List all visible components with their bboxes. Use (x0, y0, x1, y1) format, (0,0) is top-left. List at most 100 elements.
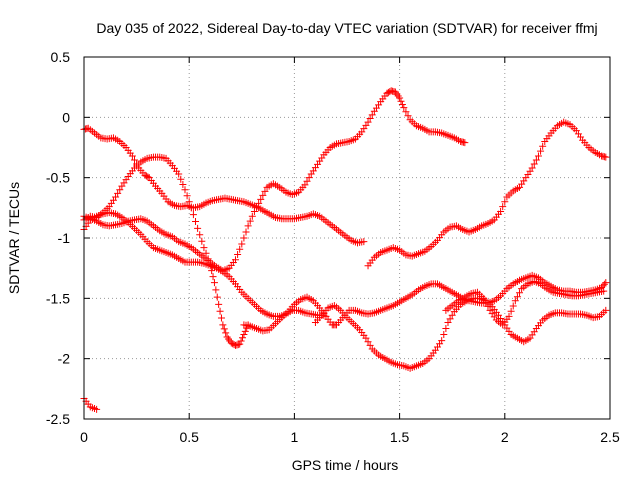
data-point (222, 329, 230, 337)
y-tick-label: -2.5 (46, 411, 70, 427)
y-tick-label: -0.5 (46, 170, 70, 186)
data-point (112, 193, 120, 201)
data-point (368, 111, 376, 119)
axis-ticks (83, 56, 611, 420)
data-point (511, 297, 519, 305)
data-marks (80, 87, 610, 413)
data-point (528, 164, 536, 172)
data-point (116, 186, 124, 194)
data-point (402, 108, 410, 116)
data-point (505, 312, 513, 320)
data-point (93, 405, 101, 413)
y-tick-label: 0 (62, 109, 70, 125)
data-point (250, 207, 258, 215)
data-point (219, 321, 227, 329)
data-point (177, 175, 185, 183)
data-point (366, 115, 374, 123)
data-point (242, 228, 250, 236)
data-point (215, 300, 223, 308)
data-point (513, 293, 521, 301)
data-point (484, 302, 492, 310)
y-tick-label: -1 (58, 230, 71, 246)
data-point (448, 311, 456, 319)
data-point (240, 234, 248, 242)
data-point (480, 294, 488, 302)
data-point (438, 337, 446, 345)
x-tick-label: 1.5 (390, 429, 410, 445)
y-axis-label: SDTVAR / TECUs (6, 182, 22, 294)
data-point (259, 191, 267, 199)
data-point (212, 286, 220, 294)
data-point (181, 186, 189, 194)
data-point (501, 198, 509, 206)
data-point (539, 142, 547, 150)
y-tick-label: 0.5 (51, 49, 71, 65)
x-tick-label: 0 (80, 429, 88, 445)
x-tick-label: 1 (291, 429, 299, 445)
data-point (404, 112, 412, 120)
data-point (189, 211, 197, 219)
data-series-9 (442, 277, 608, 329)
data-point (246, 217, 254, 225)
data-point (244, 222, 252, 230)
data-point (216, 307, 224, 315)
y-tick-label: -2 (58, 351, 71, 367)
data-point (239, 334, 247, 342)
data-point (600, 280, 608, 288)
data-point (602, 279, 610, 287)
data-point (185, 198, 193, 206)
data-point (213, 293, 221, 301)
data-point (602, 306, 610, 314)
data-point (114, 189, 122, 197)
data-point (237, 337, 245, 345)
data-point (196, 231, 204, 239)
data-point (400, 104, 408, 112)
data-point (240, 331, 248, 339)
data-point (255, 199, 263, 207)
data-point (128, 152, 136, 160)
data-point (236, 340, 244, 348)
x-tick-labels: 0 0.5 1 1.5 2 2.5 (80, 429, 620, 445)
data-series-8 (364, 118, 610, 270)
data-point (144, 173, 152, 181)
data-point (248, 212, 256, 220)
data-point (440, 331, 448, 339)
data-point (516, 289, 524, 297)
data-point (253, 203, 261, 211)
data-point (234, 250, 242, 258)
x-tick-label: 2 (501, 429, 509, 445)
data-point (442, 325, 450, 332)
x-tick-label: 2.5 (600, 429, 620, 445)
data-point (210, 279, 218, 287)
data-point (231, 256, 239, 264)
data-point (303, 177, 311, 185)
data-point (364, 338, 372, 346)
data-point (217, 314, 225, 322)
data-point (192, 218, 200, 226)
data-point (461, 139, 469, 147)
data-point (130, 156, 138, 164)
data-point (482, 298, 490, 306)
data-point (534, 152, 542, 160)
data-point (187, 204, 195, 212)
data-point (200, 244, 208, 252)
data-point (360, 238, 368, 246)
data-point (397, 97, 405, 105)
data-point (257, 195, 265, 203)
data-point (532, 156, 540, 164)
data-series-1 (80, 124, 368, 247)
data-point (364, 118, 372, 126)
data-point (179, 181, 187, 189)
data-point (209, 273, 217, 281)
data-point (238, 240, 246, 248)
data-point (198, 237, 206, 245)
data-point (530, 160, 538, 168)
data-point (446, 315, 454, 323)
data-point (301, 181, 309, 189)
data-point (600, 287, 608, 295)
data-point (220, 325, 228, 333)
data-point (175, 170, 183, 178)
data-point (241, 327, 249, 335)
